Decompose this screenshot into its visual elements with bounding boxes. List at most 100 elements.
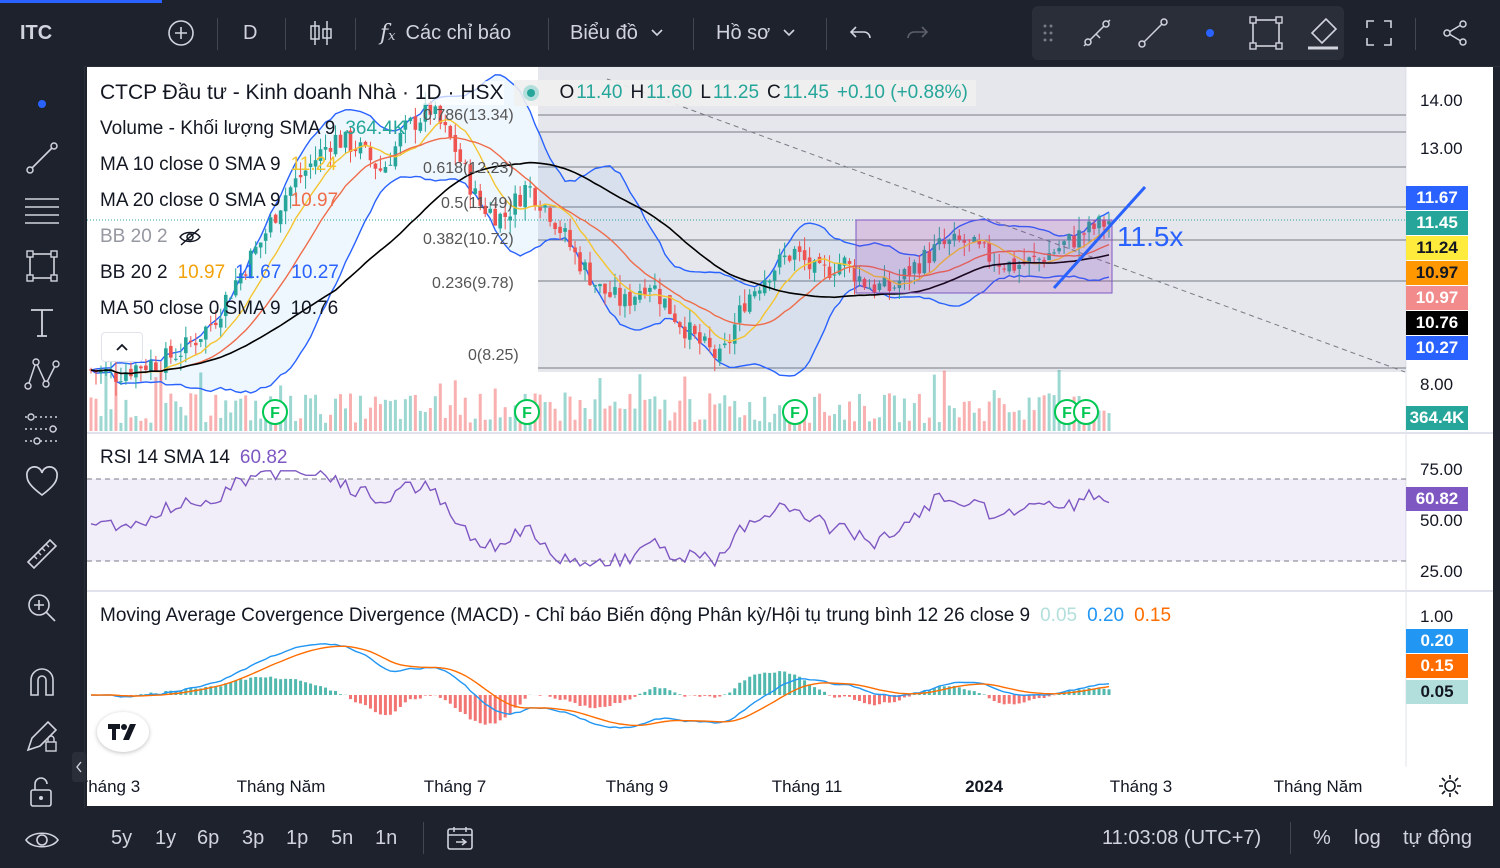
share-button[interactable] — [1441, 0, 1471, 66]
candle-body — [448, 125, 453, 139]
redo-button[interactable] — [904, 0, 930, 66]
clock-display[interactable]: 11:03:08 (UTC+7) — [1102, 826, 1262, 849]
macd-histogram-bar — [324, 687, 328, 695]
macd-histogram-bar — [628, 695, 632, 700]
range-6m-button[interactable]: 6p — [197, 826, 220, 849]
zoom-tool[interactable] — [22, 588, 62, 628]
lock-drawing-tool[interactable] — [22, 716, 62, 756]
text-tool[interactable] — [22, 302, 62, 342]
color-dot-button[interactable] — [1203, 0, 1217, 66]
magnet-tool[interactable] — [22, 662, 62, 702]
cursor-tool[interactable] — [22, 84, 62, 124]
price-axis-label: 14.00 — [1420, 91, 1463, 110]
lock-all-tool[interactable] — [22, 772, 62, 812]
macd-histogram-bar — [1047, 695, 1051, 697]
macd-histogram-bar — [254, 676, 258, 695]
range-5y-button[interactable]: 5y — [111, 826, 133, 849]
bb-legend[interactable]: BB 20 2 10.97 11.67 10.27 — [100, 262, 339, 283]
chart-annotation-text[interactable]: 11.5x — [1117, 221, 1184, 252]
range-1d-button[interactable]: 1n — [375, 826, 398, 849]
macd-histogram-bar — [818, 689, 822, 695]
candles-style-button[interactable] — [308, 0, 334, 66]
candle-body — [348, 130, 353, 153]
divider — [693, 18, 694, 50]
profile-menu-button[interactable]: Hồ sơ — [716, 0, 796, 66]
volume-bar — [867, 421, 871, 431]
shape-tool[interactable] — [22, 246, 62, 286]
range-5d-button[interactable]: 5n — [331, 826, 354, 849]
fib-tool[interactable] — [22, 190, 62, 230]
fullscreen-button[interactable] — [1364, 0, 1394, 66]
range-3m-button[interactable]: 3p — [242, 826, 265, 849]
chevron-up-icon — [116, 343, 128, 351]
compare-add-button[interactable] — [166, 0, 196, 66]
log-scale-button[interactable]: log — [1354, 826, 1381, 849]
candle-body — [114, 372, 118, 382]
volume-bar — [982, 421, 986, 431]
range-1y-button[interactable]: 1y — [155, 826, 177, 849]
trend-line-button[interactable] — [1136, 0, 1170, 66]
volume-bar — [1102, 410, 1106, 431]
drag-handle-icon[interactable] — [1041, 0, 1055, 66]
date-range-button[interactable] — [446, 808, 474, 868]
eye-crossed-icon[interactable] — [178, 227, 202, 247]
volume-bar — [947, 405, 951, 431]
candle-body — [962, 240, 967, 243]
indicators-button[interactable]: fx Các chỉ báo — [380, 0, 511, 66]
prediction-tool[interactable] — [22, 408, 62, 448]
zoom-in-icon — [28, 594, 56, 622]
trend-angle-button[interactable] — [1080, 0, 1114, 66]
volume-bar — [254, 400, 258, 431]
candle-body — [523, 185, 527, 208]
macd-histogram-bar — [803, 680, 807, 695]
hide-drawings-tool[interactable] — [22, 820, 62, 860]
macd-histogram-bar — [907, 695, 911, 697]
ma10-legend[interactable]: MA 10 close 0 SMA 9 11.24 — [100, 154, 337, 175]
ma20-legend[interactable]: MA 20 close 0 SMA 9 10.97 — [100, 190, 339, 211]
chart-settings-button[interactable] — [1437, 773, 1463, 804]
favorites-tool[interactable] — [22, 462, 62, 502]
undo-button[interactable] — [848, 0, 874, 66]
candle-body — [119, 381, 123, 383]
candle-body — [947, 239, 952, 244]
tradingview-logo[interactable] — [97, 712, 149, 752]
chart-menu-button[interactable]: Biểu đồ — [570, 0, 664, 66]
rsi-legend[interactable]: RSI 14 SMA 14 60.82 — [100, 447, 288, 468]
bb-hidden-legend[interactable]: BB 20 2 — [100, 226, 202, 248]
candle-body — [368, 147, 373, 161]
collapse-sidebar-button[interactable] — [72, 752, 86, 782]
range-1m-button[interactable]: 1p — [286, 826, 309, 849]
macd-histogram-bar — [972, 691, 976, 695]
symbol-button[interactable]: ITC — [20, 0, 52, 66]
volume-legend[interactable]: Volume - Khối lượng SMA 9 364.4K — [100, 118, 406, 139]
auto-scale-button[interactable]: tự động — [1403, 826, 1472, 849]
candle-body — [683, 326, 687, 339]
candle-body — [493, 208, 498, 226]
rectangle-button[interactable] — [1248, 0, 1284, 66]
macd-histogram-bar — [623, 695, 627, 701]
volume-bar — [423, 412, 427, 431]
candle-body — [832, 274, 837, 276]
candle-body — [423, 103, 428, 122]
pattern-tool[interactable] — [22, 354, 62, 394]
collapse-legend-button[interactable] — [101, 332, 143, 362]
measure-tool[interactable] — [22, 534, 62, 574]
macd-legend[interactable]: Moving Average Covergence Divergence (MA… — [100, 605, 1172, 626]
volume-bar — [733, 400, 737, 431]
volume-bar — [583, 408, 587, 431]
macd-histogram-bar — [618, 695, 622, 703]
volume-bar — [508, 416, 512, 431]
macd-histogram-bar — [708, 695, 712, 697]
ma50-legend[interactable]: MA 50 close 0 SMA 9 10.76 — [100, 298, 339, 319]
candle-body — [323, 147, 328, 150]
macd-histogram-bar — [843, 695, 847, 697]
interval-button[interactable]: D — [243, 0, 257, 66]
redo-icon — [907, 26, 929, 39]
percent-scale-button[interactable]: % — [1313, 826, 1331, 849]
volume-bar — [398, 418, 402, 431]
trend-line-tool[interactable] — [22, 138, 62, 178]
fill-button[interactable] — [1304, 0, 1342, 66]
macd-histogram-bar — [244, 679, 248, 695]
